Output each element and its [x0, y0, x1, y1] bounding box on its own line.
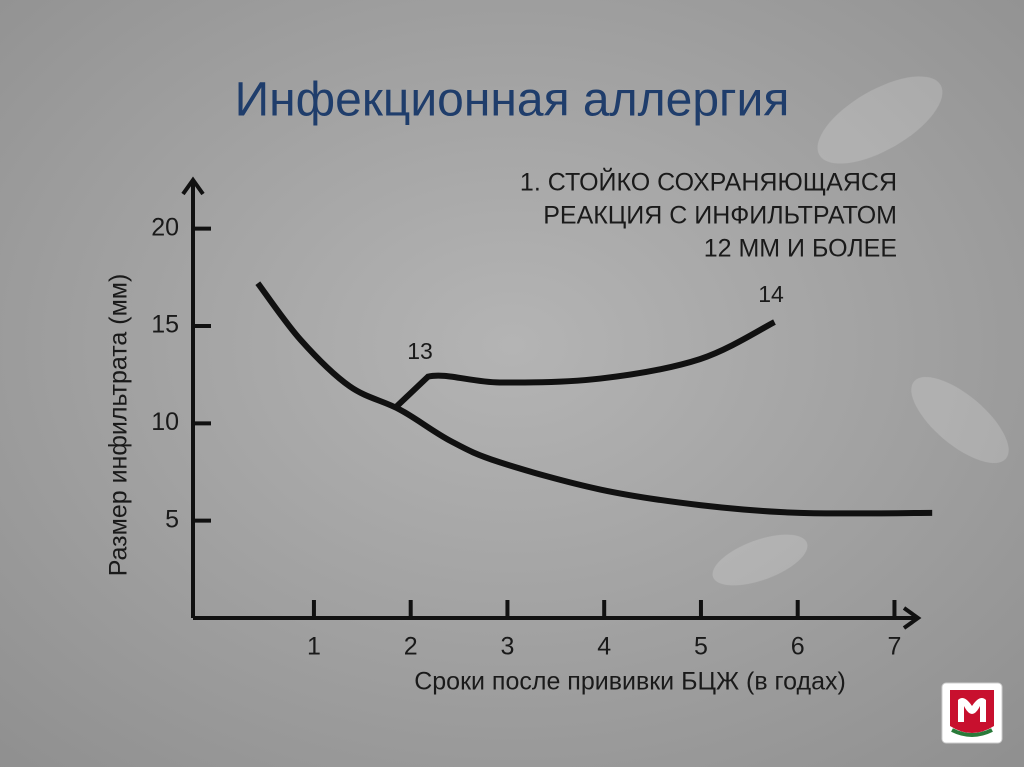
curve: [255, 281, 933, 517]
x-tick-label: 4: [597, 633, 611, 661]
x-tick-label: 3: [500, 633, 514, 661]
x-tick-label: 2: [404, 633, 418, 661]
y-axis-arrow: [181, 176, 205, 196]
y-tick-label: 15: [151, 311, 179, 339]
x-tick-label: 5: [694, 633, 708, 661]
leaf-decoration: [712, 76, 1009, 586]
curve-label: 13: [407, 338, 433, 364]
logo: [941, 682, 1003, 744]
x-tick-label: 6: [791, 633, 805, 661]
y-axis-label: Размер инфильтрата (мм): [105, 274, 133, 577]
annotation: 12 ММ И БОЛЕЕ: [704, 235, 897, 263]
x-axis-label: Сроки после прививки БЦЖ (в годах): [414, 668, 846, 696]
curve-label: 14: [758, 281, 784, 307]
x-tick-label: 7: [888, 633, 902, 661]
annotation: 1. СТОЙКО СОХРАНЯЮЩАЯСЯ: [520, 167, 897, 197]
x-axis-arrow: [902, 606, 922, 630]
y-tick-label: 5: [165, 505, 179, 533]
y-tick-label: 10: [151, 408, 179, 436]
curve: [393, 319, 776, 410]
x-tick-label: 1: [307, 633, 321, 661]
annotation: РЕАКЦИЯ С ИНФИЛЬТРАТОМ: [543, 202, 897, 230]
y-tick-label: 20: [151, 213, 179, 241]
title: Инфекционная аллергия: [235, 74, 790, 127]
